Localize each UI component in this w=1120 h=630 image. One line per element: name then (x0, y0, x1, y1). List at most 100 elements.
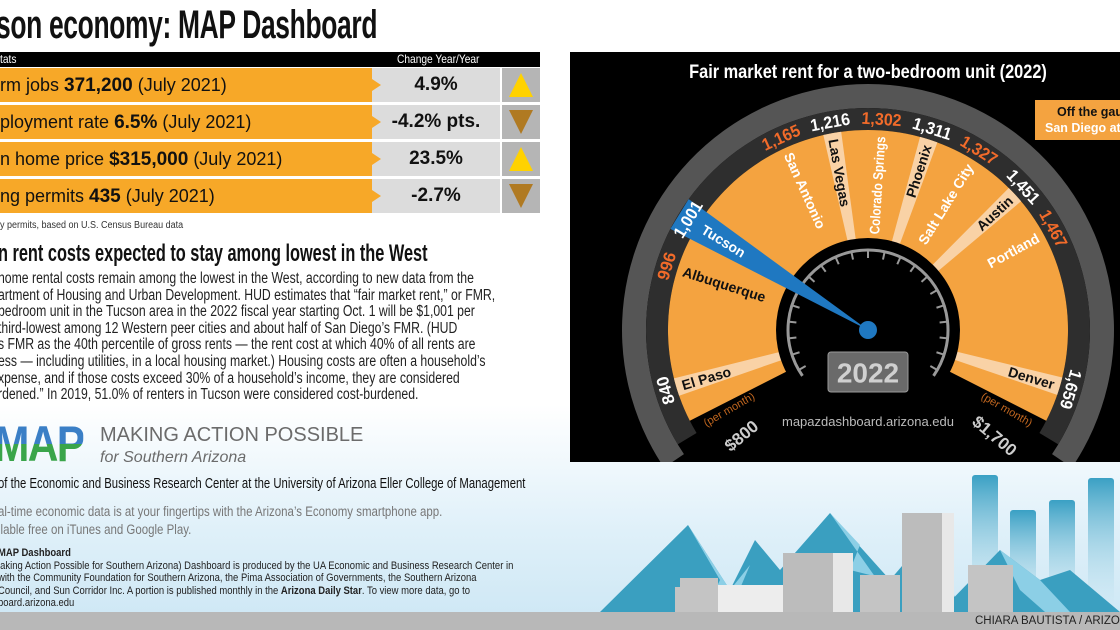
map-logo: MAP (0, 416, 85, 472)
stats-row: ployment rate 6.5% (July 2021) -4.2% pts… (0, 105, 540, 139)
article-line: third-lowest among 12 Western peer citie… (0, 319, 458, 337)
article-line: rdened.” In 2019, 51.0% of renters in Tu… (0, 386, 419, 404)
article-line: artment of Housing and Urban Development… (0, 286, 496, 304)
scale-min-label: $800 (721, 417, 762, 456)
stats-column-label: tats (0, 52, 17, 66)
city-value-label: 1,302 (861, 109, 902, 131)
map-name: MAKING ACTION POSSIBLE (100, 424, 364, 446)
trend-indicator (502, 68, 540, 102)
stat-label: rm jobs 371,200 (July 2021) (0, 68, 372, 102)
chart-title: Fair market rent for a two-bedroom unit … (689, 62, 1047, 83)
dial-tick (936, 304, 945, 309)
dial-tick (881, 251, 886, 260)
stat-label-text: rm jobs (0, 75, 65, 95)
dial-tick (820, 264, 827, 273)
arrow-up-icon (509, 73, 533, 97)
arrow-down-icon (509, 184, 533, 208)
article-line: bedroom unit in the Tucson area in the 2… (0, 303, 475, 321)
city-name-label: Colorado Springs (866, 136, 888, 235)
dial-tick (909, 264, 916, 273)
stat-label: ployment rate 6.5% (July 2021) (0, 105, 372, 139)
stat-label-text: ng permits (0, 186, 90, 206)
stat-label: ng permits 435 (July 2021) (0, 179, 372, 213)
stat-date: (July 2021) (120, 186, 215, 206)
city-wedge (890, 136, 938, 248)
article-heading: n rent costs expected to stay among lowe… (0, 240, 428, 267)
app-promo-line: ilable free on iTunes and Google Play. (0, 522, 192, 537)
stat-date: (July 2021) (132, 75, 227, 95)
stat-change: 4.9% (372, 68, 500, 102)
newspaper-name: Arizona Daily Star (280, 584, 362, 597)
trend-indicator (502, 142, 540, 176)
dial-tick (929, 365, 938, 371)
buildings (675, 513, 1013, 612)
trend-indicator (502, 105, 540, 139)
year-counter (827, 351, 909, 393)
stat-value: 435 (89, 186, 121, 207)
arrow-up-icon (509, 147, 533, 171)
stats-row: n home price $315,000 (July 2021) 23.5% (0, 142, 540, 176)
article-line: home rental costs remain among the lowes… (0, 270, 474, 287)
off-gauge-note: Off the gaug San Diego at $ (1035, 100, 1120, 140)
skyline-illustration (600, 475, 1120, 612)
stat-label: n home price $315,000 (July 2021) (0, 142, 372, 176)
about-section: MAP Dashboard laking Action Possible for… (0, 547, 513, 610)
stats-row: rm jobs 371,200 (July 2021) 4.9% (0, 68, 540, 102)
off-gauge-line2: San Diego at $ (1045, 121, 1120, 135)
city-wedge (951, 350, 1063, 395)
stat-value: 371,200 (64, 75, 133, 96)
article-line: s FMR as the 40th percentile of gross re… (0, 336, 476, 354)
city-wedge (823, 131, 857, 245)
stat-label-text: ployment rate (0, 112, 115, 132)
dial-tick (791, 351, 800, 356)
gauge-panel: Fair market rent for a two-bedroom unit … (570, 52, 1120, 462)
dial-tick (788, 320, 797, 324)
stat-label-text: n home price (0, 149, 110, 169)
app-promo-line: al-time economic data is at your fingert… (0, 504, 443, 519)
stat-change: -4.2% pts. (372, 105, 500, 139)
dial-tick (896, 256, 902, 265)
change-column-label: Change Year/Year (397, 52, 480, 66)
dial-tick (939, 320, 948, 324)
about-line: Council, and Sun Corridor Inc. A portion… (0, 585, 513, 598)
about-heading: MAP Dashboard (0, 547, 71, 559)
stat-date: (July 2021) (157, 112, 252, 132)
stats-footnote: y permits, based on U.S. Census Bureau d… (0, 220, 184, 231)
article-line: xpense, and if those costs exceed 30% of… (0, 369, 460, 387)
trend-indicator (502, 179, 540, 213)
gauge-fan (668, 129, 1068, 421)
article-body: home rental costs remain among the lowes… (0, 270, 496, 404)
year-label: 2022 (837, 358, 899, 389)
dial-tick (939, 336, 948, 340)
dial-tick (807, 275, 816, 283)
stat-date: (July 2021) (188, 149, 283, 169)
dial-tick (936, 351, 945, 356)
dial-tick (791, 304, 800, 309)
city-wedge (929, 187, 1022, 274)
stat-value: $315,000 (109, 149, 189, 170)
dial-tick (834, 256, 840, 265)
article-line: ess — including utilities, in a local ho… (0, 352, 486, 370)
tucson-needle (670, 199, 868, 330)
off-gauge-line1: Off the gaug (1057, 105, 1120, 119)
stat-value: 6.5% (114, 112, 158, 133)
about-line: laking Action Possible for Southern Ariz… (0, 559, 514, 572)
about-line: with the Community Foundation for Southe… (0, 572, 477, 585)
source-url: mapazdashboard.arizona.edu (782, 414, 954, 429)
needle-hub (859, 321, 877, 339)
dial-tick (929, 289, 938, 295)
city-wedge (673, 351, 785, 396)
bar-graphic (1088, 478, 1114, 612)
dial-tick (798, 365, 807, 371)
about-text: Council, and Sun Corridor Inc. A portion… (0, 584, 281, 597)
stat-change: 23.5% (372, 142, 500, 176)
bottom-band (0, 612, 1120, 630)
dial-tick (850, 251, 855, 260)
map-subtitle: for Southern Arizona (100, 449, 247, 466)
about-link[interactable]: board.arizona.edu (0, 597, 75, 610)
arrow-down-icon (509, 110, 533, 134)
dial-tick (920, 275, 929, 283)
about-text: . To view more data, go to (361, 584, 471, 597)
stats-row: ng permits 435 (July 2021) -2.7% (0, 179, 540, 213)
